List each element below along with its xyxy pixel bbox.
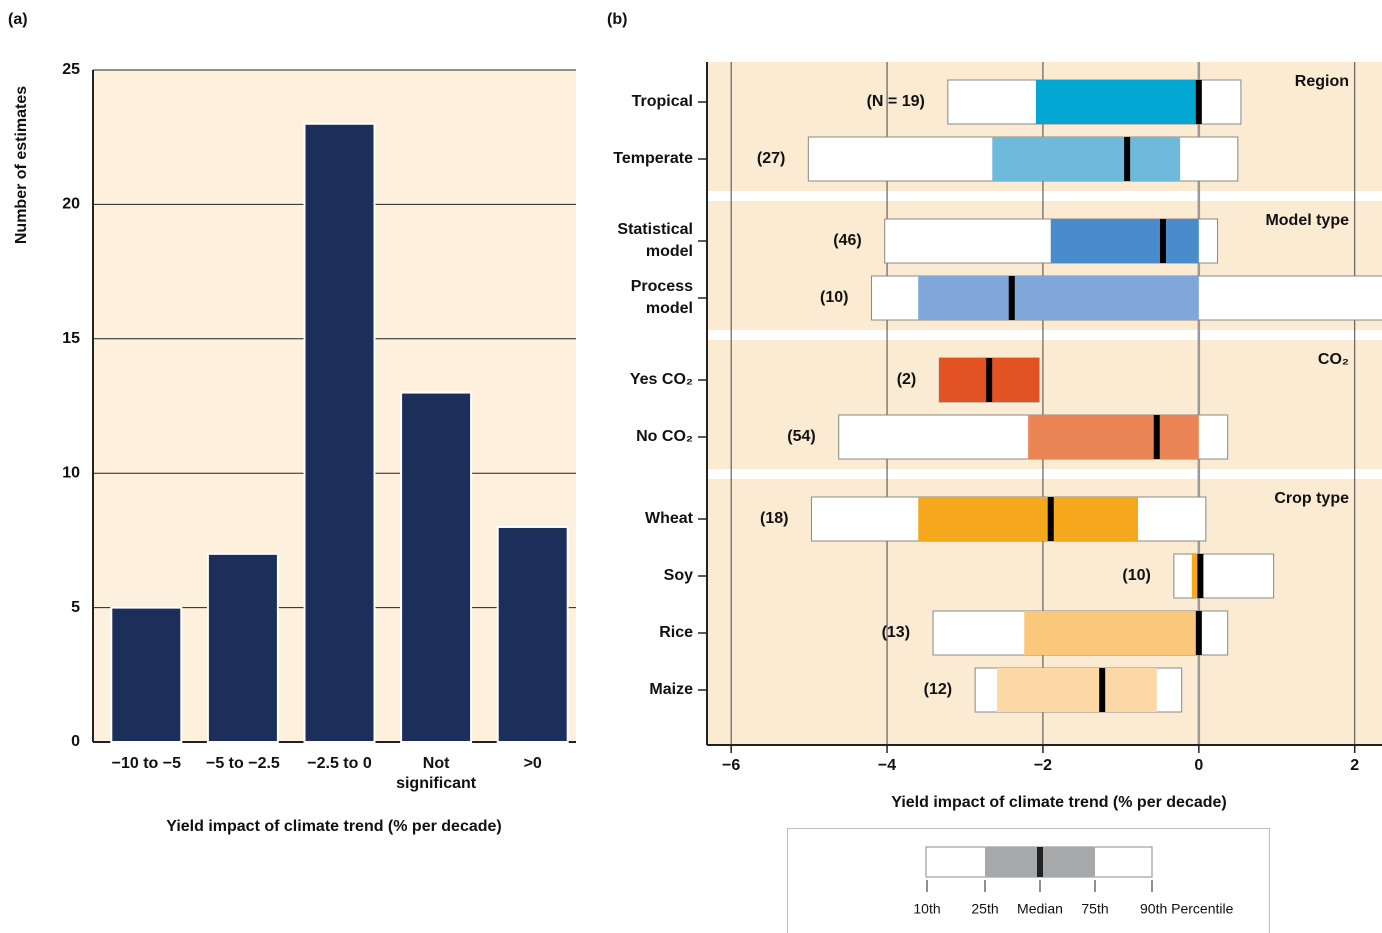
y-axis-label: Number of estimates bbox=[13, 86, 30, 244]
n-label: (18) bbox=[760, 510, 788, 527]
category-label: Temperate bbox=[613, 150, 693, 167]
category-label: No CO₂ bbox=[636, 428, 693, 445]
n-label: (13) bbox=[882, 624, 910, 641]
legend-label: 75th bbox=[1081, 901, 1108, 917]
category-label: Soy bbox=[664, 567, 693, 584]
category-label: Statistical bbox=[617, 221, 693, 238]
median bbox=[1195, 611, 1202, 655]
category-label: Process bbox=[631, 278, 693, 295]
group-title: CO₂ bbox=[1318, 351, 1349, 368]
group-title: Region bbox=[1295, 73, 1349, 90]
median bbox=[1047, 497, 1054, 541]
group-title: Crop type bbox=[1274, 490, 1349, 507]
median bbox=[1008, 276, 1015, 320]
n-label: (2) bbox=[897, 371, 917, 388]
bar bbox=[206, 552, 279, 744]
x-axis-label: Yield impact of climate trend (% per dec… bbox=[166, 818, 502, 835]
legend-median bbox=[1037, 847, 1043, 877]
panel-label: (a) bbox=[8, 11, 28, 28]
x-tick-label: −10 to −5 bbox=[112, 755, 181, 772]
iqr-box bbox=[1050, 219, 1199, 263]
x-tick-label: −2.5 to 0 bbox=[307, 755, 372, 772]
iqr-box bbox=[1028, 415, 1199, 459]
y-tick-label: 25 bbox=[62, 61, 80, 78]
category-label: Tropical bbox=[632, 93, 693, 110]
iqr-box bbox=[1035, 80, 1199, 124]
legend-label: 10th bbox=[913, 901, 940, 917]
legend-label: Median bbox=[1017, 901, 1063, 917]
n-label: (10) bbox=[820, 289, 848, 306]
legend-label: 25th bbox=[971, 901, 998, 917]
plot-area bbox=[730, 62, 1382, 745]
x-tick-label: −2 bbox=[1034, 757, 1052, 774]
median bbox=[1195, 80, 1202, 124]
category-label: model bbox=[646, 243, 693, 260]
category-label: model bbox=[646, 300, 693, 317]
group-title: Model type bbox=[1265, 212, 1349, 229]
n-label: (10) bbox=[1122, 567, 1150, 584]
median bbox=[1159, 219, 1166, 263]
iqr-box bbox=[918, 497, 1139, 541]
legend-box bbox=[787, 828, 1270, 933]
iqr-box bbox=[996, 668, 1157, 712]
iqr-box bbox=[918, 276, 1199, 320]
median bbox=[1153, 415, 1160, 459]
iqr-box bbox=[992, 137, 1181, 181]
iqr-box bbox=[1191, 554, 1201, 598]
iqr-box bbox=[1024, 611, 1199, 655]
y-tick-label: 20 bbox=[62, 196, 80, 213]
x-tick-label: Not bbox=[423, 755, 450, 772]
x-axis-label: Yield impact of climate trend (% per dec… bbox=[891, 794, 1227, 811]
bar bbox=[496, 525, 569, 744]
x-tick-label: >0 bbox=[524, 755, 542, 772]
y-tick-label: 5 bbox=[71, 599, 80, 616]
x-tick-label: −5 to −2.5 bbox=[206, 755, 280, 772]
median bbox=[986, 358, 993, 402]
y-tick-label: 15 bbox=[62, 330, 80, 347]
n-label: (27) bbox=[757, 150, 785, 167]
median bbox=[1099, 668, 1106, 712]
y-tick-label: 0 bbox=[71, 733, 80, 750]
median bbox=[1197, 554, 1204, 598]
x-tick-label: 0 bbox=[1194, 757, 1203, 774]
category-label: Yes CO₂ bbox=[630, 371, 693, 388]
category-label: Rice bbox=[659, 624, 693, 641]
n-label: (12) bbox=[924, 681, 952, 698]
x-tick-label: significant bbox=[396, 775, 477, 792]
bar bbox=[110, 606, 183, 743]
category-label: Maize bbox=[649, 681, 693, 698]
x-tick-label: 2 bbox=[1350, 757, 1359, 774]
x-tick-label: −4 bbox=[878, 757, 896, 774]
n-label: (46) bbox=[833, 232, 861, 249]
n-label: (54) bbox=[787, 428, 815, 445]
panel-label: (b) bbox=[607, 11, 627, 28]
x-tick-label: −6 bbox=[722, 757, 740, 774]
median bbox=[1124, 137, 1131, 181]
bar bbox=[400, 391, 473, 743]
category-label: Wheat bbox=[645, 510, 694, 527]
legend-label: 90th Percentile bbox=[1140, 901, 1234, 917]
y-tick-label: 10 bbox=[62, 464, 80, 481]
whisker-range bbox=[1173, 553, 1275, 599]
n-label: (N = 19) bbox=[867, 93, 925, 110]
bar bbox=[303, 122, 376, 743]
